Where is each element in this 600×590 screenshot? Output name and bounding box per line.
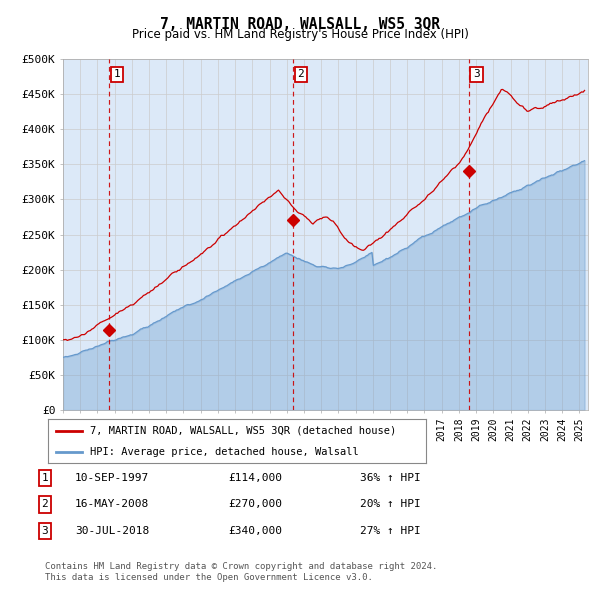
Text: Price paid vs. HM Land Registry's House Price Index (HPI): Price paid vs. HM Land Registry's House …: [131, 28, 469, 41]
Text: £340,000: £340,000: [228, 526, 282, 536]
Text: Contains HM Land Registry data © Crown copyright and database right 2024.
This d: Contains HM Land Registry data © Crown c…: [45, 562, 437, 582]
Text: 2: 2: [41, 500, 49, 509]
Text: 1: 1: [113, 70, 121, 80]
Text: HPI: Average price, detached house, Walsall: HPI: Average price, detached house, Wals…: [89, 447, 358, 457]
Text: 30-JUL-2018: 30-JUL-2018: [75, 526, 149, 536]
Text: 3: 3: [41, 526, 49, 536]
Text: £270,000: £270,000: [228, 500, 282, 509]
Text: £114,000: £114,000: [228, 473, 282, 483]
Text: 36% ↑ HPI: 36% ↑ HPI: [360, 473, 421, 483]
Text: 1: 1: [41, 473, 49, 483]
Text: 7, MARTIN ROAD, WALSALL, WS5 3QR (detached house): 7, MARTIN ROAD, WALSALL, WS5 3QR (detach…: [89, 426, 396, 436]
Text: 3: 3: [473, 70, 480, 80]
Text: 2: 2: [298, 70, 304, 80]
Text: 27% ↑ HPI: 27% ↑ HPI: [360, 526, 421, 536]
Text: 16-MAY-2008: 16-MAY-2008: [75, 500, 149, 509]
Text: 7, MARTIN ROAD, WALSALL, WS5 3QR: 7, MARTIN ROAD, WALSALL, WS5 3QR: [160, 17, 440, 31]
Text: 20% ↑ HPI: 20% ↑ HPI: [360, 500, 421, 509]
Text: 10-SEP-1997: 10-SEP-1997: [75, 473, 149, 483]
